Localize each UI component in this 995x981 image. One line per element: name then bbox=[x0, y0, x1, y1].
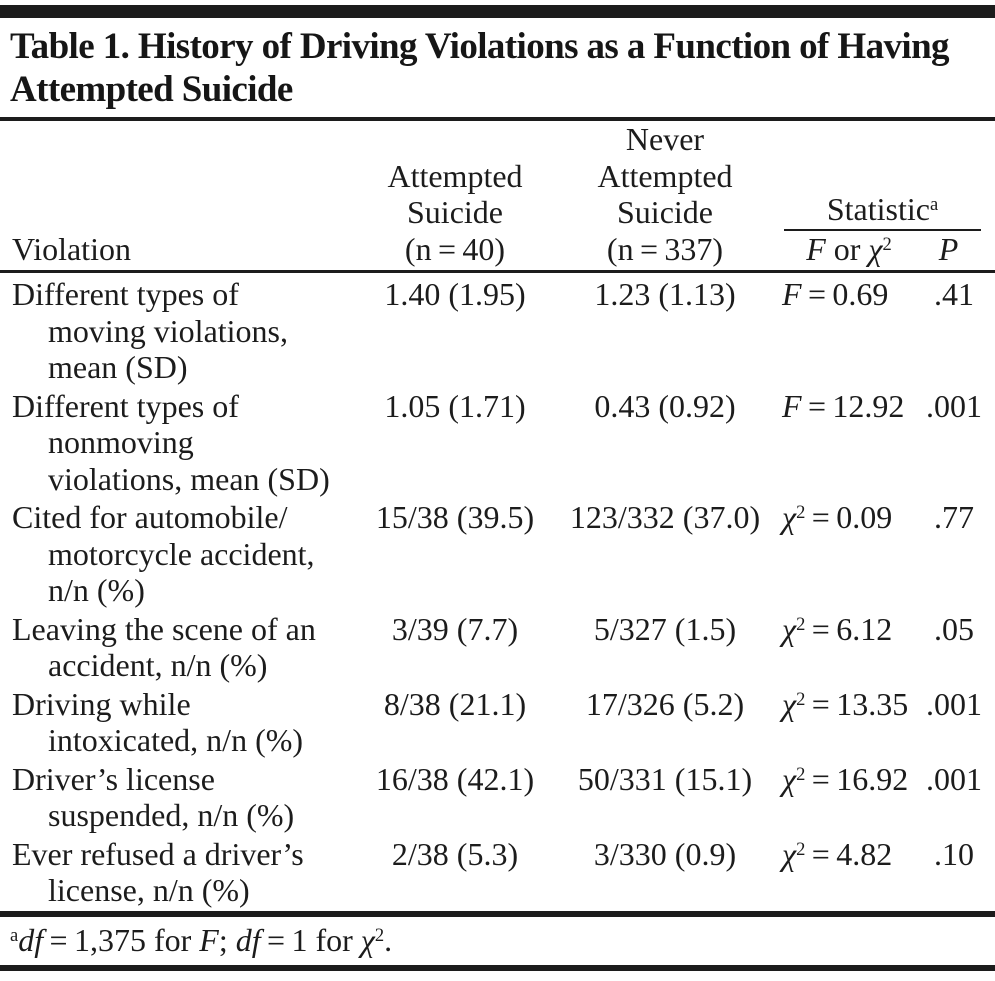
footnote-text: ; bbox=[218, 921, 236, 958]
stat-exponent: 2 bbox=[796, 763, 806, 785]
footnote-text: = 1 for bbox=[260, 921, 361, 958]
table-row: Different types of nonmoving violations,… bbox=[12, 388, 987, 498]
stat-value: = 4.82 bbox=[805, 835, 893, 872]
violation-cell: Driving while intoxicated, n/n (%) bbox=[12, 685, 304, 759]
violation-cell: Driver’s license suspended, n/n (%) bbox=[12, 760, 295, 834]
attempted-cell: 8/38 (21.1) bbox=[383, 685, 527, 722]
or-text: or bbox=[825, 230, 869, 267]
stat-exponent: 2 bbox=[796, 688, 806, 710]
header-never-attempted-suicide: Never Attempted Suicide (n = 337) bbox=[597, 121, 733, 267]
stat-value: = 0.09 bbox=[805, 499, 893, 535]
never-cell: 123/332 (37.0) bbox=[569, 499, 761, 535]
table-row: Leaving the scene of an accident, n/n (%… bbox=[12, 611, 987, 684]
stat-exponent: 2 bbox=[796, 838, 806, 860]
violation-cell: Different types of nonmoving violations,… bbox=[12, 387, 330, 497]
p-cell: .001 bbox=[926, 685, 982, 722]
top-rule-bar bbox=[0, 5, 995, 18]
table-row: Ever refused a driver’s license, n/n (%)… bbox=[12, 836, 987, 909]
title-divider-rule bbox=[0, 117, 995, 121]
chi-exponent: 2 bbox=[882, 233, 892, 255]
attempted-cell: 16/38 (42.1) bbox=[375, 760, 535, 797]
table-row: Driving while intoxicated, n/n (%) 8/38 … bbox=[12, 686, 987, 759]
never-cell: 5/327 (1.5) bbox=[593, 610, 737, 647]
statistic-label: Statistic bbox=[826, 191, 930, 227]
stat-value: = 16.92 bbox=[805, 760, 909, 797]
statistic-cell: χ2 = 13.35 bbox=[770, 686, 915, 759]
statistic-footnote-marker: a bbox=[929, 193, 939, 215]
stat-value: = 6.12 bbox=[805, 610, 893, 647]
chi-exponent: 2 bbox=[374, 924, 385, 946]
chi-symbol: χ bbox=[868, 230, 883, 267]
header-f-or-chi: F or χ2 bbox=[770, 231, 920, 268]
stat-value: = 0.69 bbox=[801, 276, 889, 312]
df-symbol: df bbox=[18, 921, 44, 958]
never-cell: 50/331 (15.1) bbox=[577, 760, 753, 797]
p-cell: .001 bbox=[926, 760, 982, 797]
chi-symbol: χ bbox=[360, 921, 375, 958]
violation-cell: Cited for automobile/ motorcycle acciden… bbox=[12, 499, 315, 608]
stat-exponent: 2 bbox=[796, 613, 806, 635]
stat-value: = 13.35 bbox=[805, 685, 909, 722]
table-row: Driver’s license suspended, n/n (%) 16/3… bbox=[12, 761, 987, 834]
header-divider-rule bbox=[0, 270, 995, 273]
header-statistic-subrow: F or χ2 P bbox=[770, 231, 985, 268]
never-cell: 1.23 (1.13) bbox=[594, 276, 736, 312]
never-cell: 3/330 (0.9) bbox=[593, 835, 737, 872]
table-row: Different types of moving violations, me… bbox=[12, 276, 987, 386]
attempted-cell: 1.40 (1.95) bbox=[384, 276, 526, 312]
table-body: Different types of moving violations, me… bbox=[0, 273, 995, 909]
stat-symbol: χ bbox=[782, 685, 797, 722]
statistic-cell: χ2 = 4.82 bbox=[770, 836, 915, 909]
p-cell: .001 bbox=[926, 387, 982, 424]
statistic-cell: χ2 = 16.92 bbox=[770, 761, 915, 834]
header-p: P bbox=[938, 230, 959, 267]
footnote-text: = 1,375 for bbox=[43, 921, 200, 958]
violation-cell: Ever refused a driver’s license, n/n (%) bbox=[12, 835, 304, 909]
violation-cell: Different types of moving violations, me… bbox=[12, 276, 288, 385]
attempted-cell: 2/38 (5.3) bbox=[391, 835, 519, 872]
stat-symbol: χ bbox=[782, 610, 797, 647]
attempted-cell: 3/39 (7.7) bbox=[391, 610, 519, 647]
violation-cell: Leaving the scene of an accident, n/n (%… bbox=[12, 610, 316, 684]
header-attempted-suicide: Attempted Suicide (n = 40) bbox=[387, 157, 523, 267]
stat-symbol: χ bbox=[782, 835, 797, 872]
p-cell: .10 bbox=[934, 835, 974, 872]
footnote-marker: a bbox=[10, 924, 19, 946]
stat-symbol: F bbox=[782, 276, 802, 312]
statistic-cell: χ2 = 0.09 bbox=[770, 499, 915, 609]
stat-symbol: F bbox=[782, 387, 802, 424]
p-cell: .41 bbox=[934, 276, 974, 312]
f-symbol: F bbox=[199, 921, 219, 958]
stat-exponent: 2 bbox=[796, 501, 806, 523]
header-statistic-group: Statistica F or χ2 P bbox=[770, 191, 985, 267]
header-violation: Violation bbox=[12, 230, 131, 267]
statistic-cell: F = 0.69 bbox=[770, 276, 915, 386]
table-title: Table 1. History of Driving Violations a… bbox=[10, 26, 950, 110]
stat-symbol: χ bbox=[782, 760, 797, 797]
never-cell: 17/326 (5.2) bbox=[585, 685, 745, 722]
header-statistic-spanner: Statistica bbox=[784, 191, 981, 231]
bottom-double-rule bbox=[0, 964, 995, 971]
p-cell: .05 bbox=[934, 610, 974, 647]
p-cell: .77 bbox=[934, 499, 974, 535]
stat-value: = 12.92 bbox=[801, 387, 905, 424]
footnote-text: . bbox=[384, 921, 393, 958]
stat-symbol: χ bbox=[782, 499, 797, 535]
df-symbol: df bbox=[235, 921, 261, 958]
statistic-cell: F = 12.92 bbox=[770, 388, 915, 498]
statistic-cell: χ2 = 6.12 bbox=[770, 611, 915, 684]
journal-table-figure: Table 1. History of Driving Violations a… bbox=[0, 5, 995, 981]
table-header-row: Violation Attempted Suicide (n = 40) Nev… bbox=[0, 121, 995, 270]
attempted-cell: 15/38 (39.5) bbox=[375, 499, 535, 535]
table-footnote: adf = 1,375 for F; df = 1 for χ2. bbox=[0, 917, 995, 963]
table-row: Cited for automobile/ motorcycle acciden… bbox=[12, 499, 987, 609]
never-cell: 0.43 (0.92) bbox=[594, 387, 736, 424]
attempted-cell: 1.05 (1.71) bbox=[384, 387, 526, 424]
f-symbol: F bbox=[806, 230, 826, 267]
footnote-divider-double-rule bbox=[0, 910, 995, 917]
